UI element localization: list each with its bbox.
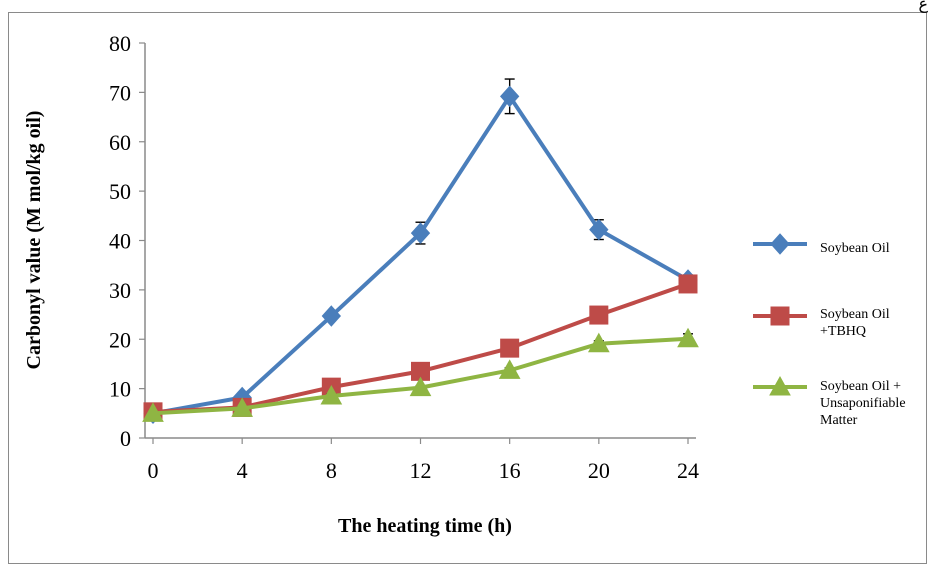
data-point	[320, 385, 343, 405]
x-axis-title: The heating time (h)	[338, 515, 512, 537]
x-tick-label: 4	[237, 458, 248, 483]
x-tick-label: 20	[588, 458, 610, 483]
y-tick-label: 0	[120, 426, 131, 451]
y-tick-label: 30	[109, 278, 131, 303]
legend-label: Matter	[820, 413, 858, 428]
y-tick-label: 10	[109, 377, 131, 402]
y-tick-label: 60	[109, 130, 131, 155]
legend-marker	[770, 233, 790, 255]
data-point	[142, 402, 164, 422]
legend-item-1: Soybean Oil	[753, 233, 890, 256]
axes: 0 10 20 30 40 50 60 70 80 0 4 8 12 16 20 24	[109, 31, 699, 483]
x-tick-label: 8	[326, 458, 337, 483]
legend-label: +TBHQ	[820, 324, 866, 339]
data-point	[589, 218, 609, 241]
legend-label: Soybean Oil +	[820, 379, 901, 394]
series-layer	[142, 78, 699, 425]
series-3	[142, 327, 699, 422]
x-tick-label: 0	[148, 458, 159, 483]
data-point	[498, 359, 521, 379]
data-point	[499, 85, 520, 108]
data-point	[409, 376, 432, 397]
y-tick-label: 40	[109, 229, 131, 254]
x-tick-label: 12	[410, 458, 432, 483]
legend-marker	[769, 375, 791, 396]
data-point	[587, 332, 610, 353]
legend-item-3: Soybean Oil + Unsaponifiable Matter	[753, 375, 906, 428]
data-point	[500, 338, 520, 358]
legend-marker	[770, 306, 790, 326]
data-point	[678, 274, 698, 294]
data-point	[410, 222, 431, 244]
data-point	[231, 397, 254, 417]
legend-item-2: Soybean Oil +TBHQ	[753, 306, 890, 339]
x-tick-label: 16	[499, 458, 521, 483]
y-axis-title: Carbonyl value (M mol/kg oil)	[23, 111, 45, 370]
y-tick-label: 70	[109, 80, 131, 105]
y-tick-label: 50	[109, 179, 131, 204]
legend-label: Soybean Oil	[820, 307, 890, 322]
data-point	[589, 305, 609, 325]
data-point	[321, 305, 342, 327]
x-tick-label: 24	[677, 458, 699, 483]
y-tick-label: 80	[109, 31, 131, 56]
corner-glyph: ع	[918, 0, 928, 13]
legend-label: Soybean Oil	[820, 241, 890, 256]
y-tick-label: 20	[109, 327, 131, 352]
data-point	[677, 327, 699, 348]
chart-frame	[8, 12, 927, 564]
legend-label: Unsaponifiable	[820, 396, 906, 411]
